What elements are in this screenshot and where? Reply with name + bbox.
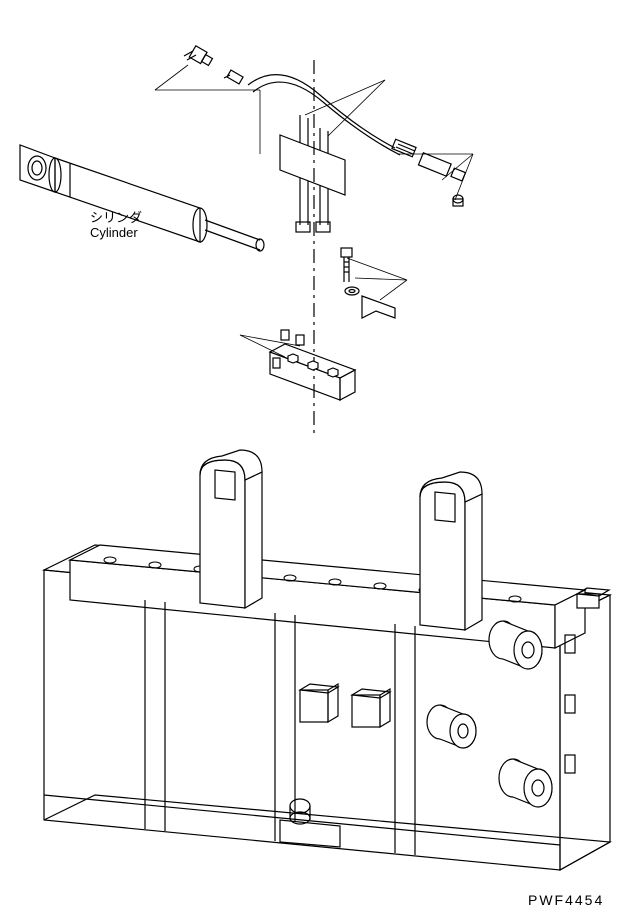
plug-cap (453, 195, 463, 206)
hose-assembly (248, 75, 416, 232)
exploded-diagram: シリンダ Cylinder PWF4454 (0, 0, 632, 912)
carriage-frame (44, 450, 610, 870)
small-connector (224, 70, 243, 84)
hydraulic-cylinder (20, 145, 264, 251)
inline-fitting (418, 153, 465, 181)
elbow-fitting (184, 46, 212, 66)
cylinder-label-en: Cylinder (90, 225, 138, 240)
manifold-block (270, 330, 355, 400)
cylinder-label-jp: シリンダ (90, 210, 142, 225)
reference-code: PWF4454 (528, 892, 604, 908)
